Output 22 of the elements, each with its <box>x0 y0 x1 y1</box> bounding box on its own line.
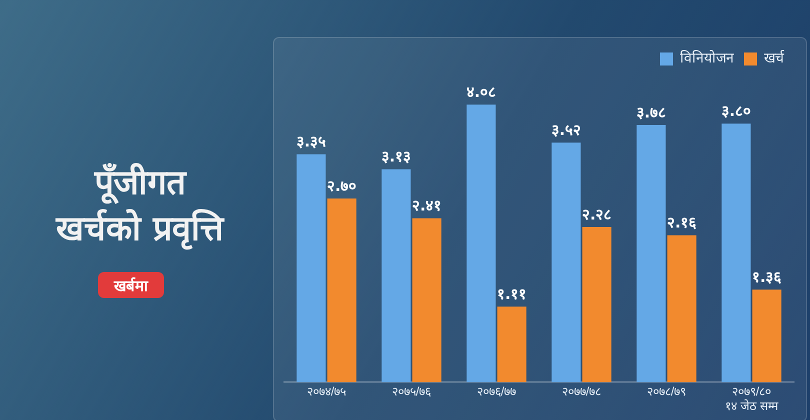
data-label: ४.०८ <box>466 82 496 101</box>
data-label: २.१६ <box>666 214 697 232</box>
x-tick-label: २०७५/७६ <box>392 384 432 399</box>
x-tick-label: २०७९/८० १४ जेठ सम्म <box>725 384 779 414</box>
legend-label: खर्च <box>764 50 785 67</box>
data-label: ३.८० <box>721 102 752 120</box>
x-tick-label: २०७४/७५ <box>306 384 346 399</box>
data-label: ३.७८ <box>636 103 666 122</box>
x-tick-label: २०७६/७७ <box>476 384 516 399</box>
text: पूँजीगत खर्चको प्रवृत्ति <box>54 162 226 252</box>
legend-label: विनियोजन <box>680 50 734 67</box>
data-label: १.३६ <box>752 268 782 286</box>
data-label: १.११ <box>496 285 527 304</box>
data-label: ३.१३ <box>381 148 412 166</box>
x-tick-label: २०७८/७९ <box>646 384 686 399</box>
data-label: ३.५२ <box>551 121 582 140</box>
data-label: २.४१ <box>412 196 442 215</box>
x-tick-label: २०७७/७८ <box>562 384 602 399</box>
text: खर्बमा <box>98 272 164 298</box>
data-label: २.२८ <box>582 205 612 224</box>
data-label: २.७० <box>326 176 357 195</box>
data-label: ३.३५ <box>296 132 326 151</box>
